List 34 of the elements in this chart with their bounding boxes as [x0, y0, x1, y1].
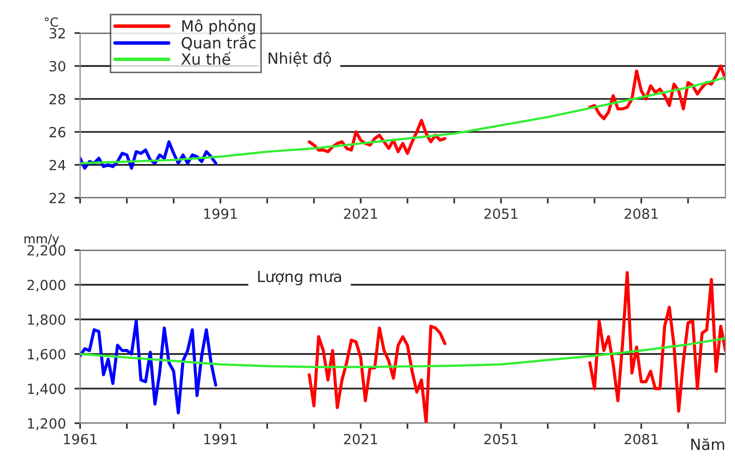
y-tick-label: 22	[50, 192, 65, 204]
x-tick-label: 2081	[624, 208, 658, 219]
x-axis-title: Năm	[691, 438, 724, 450]
line-series	[80, 337, 726, 368]
x-tick-label: 2051	[484, 208, 518, 219]
x-tick-label: 1991	[204, 208, 237, 219]
y-tick-label: 1,400	[28, 384, 66, 396]
y-tick-label: 1,600	[28, 348, 66, 361]
legend-label: Mô phỏng	[182, 19, 255, 35]
text: Lượng mưa	[258, 270, 341, 286]
line-series	[80, 320, 218, 414]
y-tick-label: 1,200	[28, 418, 66, 430]
line-series	[80, 76, 726, 164]
y-axis-title: °C	[44, 17, 58, 27]
legend-label: Xu thế	[181, 52, 231, 65]
legend-label: Quan trắc	[182, 34, 256, 50]
y-tick-label: 32	[50, 28, 65, 39]
text: Nhiệt độ	[268, 52, 332, 67]
x-tick-label: 2021	[344, 208, 378, 219]
y-tick-label: 24	[50, 160, 66, 170]
line-series	[308, 324, 446, 424]
y-tick-label: 1,800	[28, 314, 66, 326]
line-series	[588, 271, 726, 413]
x-tick-label: 2081	[624, 434, 658, 444]
y-tick-label: 2,200	[27, 245, 66, 258]
y-tick-label: 2,000	[27, 280, 66, 292]
x-tick-label: 1961	[64, 434, 97, 444]
y-tick-label: 28	[50, 94, 66, 104]
x-tick-label: 2051	[484, 434, 518, 444]
y-tick-label: 26	[50, 126, 66, 138]
x-tick-label: 2021	[344, 434, 378, 444]
x-tick-label: 1991	[204, 434, 237, 444]
y-axis-title: mm/y	[24, 234, 60, 246]
y-tick-label: 30	[50, 60, 66, 72]
